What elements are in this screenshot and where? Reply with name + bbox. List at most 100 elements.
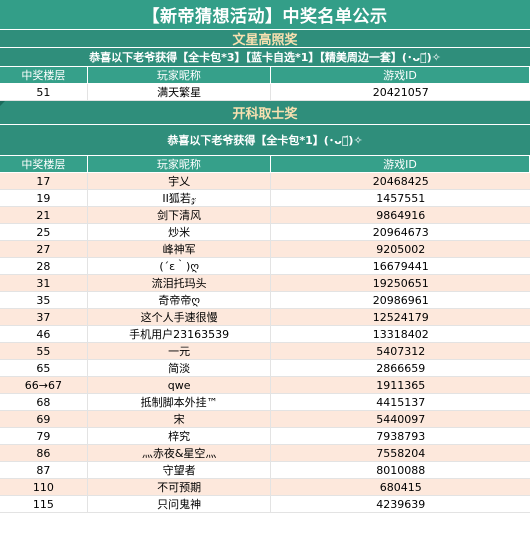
game-id-cell: 2866659 bbox=[376, 361, 426, 375]
table-row: 51 满天繁星 20421057 bbox=[0, 84, 530, 101]
game-id-cell: 9205002 bbox=[376, 242, 426, 256]
table-row: 31 流泪托玛头 19250651 bbox=[0, 275, 530, 292]
floor-cell: 17 bbox=[0, 173, 88, 189]
nickname-cell: ΙΙ狐若𝓏 bbox=[88, 190, 272, 206]
section-title-1: 文星高照奖 bbox=[0, 30, 530, 48]
table-header-1: 中奖楼层 玩家昵称 游戏ID bbox=[0, 67, 530, 84]
nickname-cell: 不可预期 bbox=[88, 479, 272, 495]
floor-cell: 65 bbox=[0, 360, 88, 376]
floor-cell: 69 bbox=[0, 411, 88, 427]
game-id-cell: 13318402 bbox=[372, 327, 429, 341]
nickname-cell: 灬赤夜&星空灬 bbox=[88, 445, 272, 461]
game-id-cell: 5407312 bbox=[376, 344, 426, 358]
column-header-game-id: 游戏ID bbox=[271, 156, 530, 172]
floor-cell: 21 bbox=[0, 207, 88, 223]
floor-cell: 110 bbox=[0, 479, 88, 495]
table-row: 28 (´ε｀)ღ 16679441 bbox=[0, 258, 530, 275]
table-row: 66→67 qwe 1911365 bbox=[0, 377, 530, 394]
game-id-cell: 1911365 bbox=[376, 378, 426, 392]
table-row: 17 宇乂 20468425 bbox=[0, 173, 530, 190]
table-row: 46 手机用户23163539 13318402 bbox=[0, 326, 530, 343]
nickname-cell: 流泪托玛头 bbox=[88, 275, 272, 291]
table-row: 25 炒米 20964673 bbox=[0, 224, 530, 241]
section-title-2: 开科取士奖 bbox=[0, 101, 530, 125]
nickname-cell: 宇乂 bbox=[88, 173, 272, 189]
game-id-cell: 9864916 bbox=[376, 208, 426, 222]
table-row: 110 不可预期 680415 bbox=[0, 479, 530, 496]
game-id-cell: 16679441 bbox=[372, 259, 429, 273]
floor-cell: 55 bbox=[0, 343, 88, 359]
game-id-cell: 8010088 bbox=[376, 463, 426, 477]
nickname-cell: 一元 bbox=[88, 343, 272, 359]
floor-cell: 19 bbox=[0, 190, 88, 206]
nickname-cell: 奇帝帝ღ bbox=[88, 292, 272, 308]
floor-cell: 37 bbox=[0, 309, 88, 325]
floor-cell: 35 bbox=[0, 292, 88, 308]
floor-cell: 51 bbox=[0, 84, 88, 100]
game-id-cell: 20421057 bbox=[372, 85, 429, 99]
table-row: 55 一元 5407312 bbox=[0, 343, 530, 360]
floor-cell: 25 bbox=[0, 224, 88, 240]
table-row: 19 ΙΙ狐若𝓏 1457551 bbox=[0, 190, 530, 207]
floor-cell: 115 bbox=[0, 496, 88, 512]
game-id-cell: 20986961 bbox=[372, 293, 429, 307]
section-notice-1: 恭喜以下老爷获得【全卡包*3】【蓝卡自选*1】【精美周边一套】(･ᴗ･᷄)✧ bbox=[0, 48, 530, 67]
game-id-cell: 1457551 bbox=[376, 191, 426, 205]
game-id-cell: 20964673 bbox=[372, 225, 429, 239]
column-header-game-id: 游戏ID bbox=[271, 67, 530, 83]
table-row: 27 峰神军 9205002 bbox=[0, 241, 530, 258]
game-id-cell: 19250651 bbox=[372, 276, 429, 290]
nickname-cell: 宋 bbox=[88, 411, 272, 427]
table-row: 86 灬赤夜&星空灬 7558204 bbox=[0, 445, 530, 462]
game-id-cell: 12524179 bbox=[372, 310, 429, 324]
award-section-2: 开科取士奖 恭喜以下老爷获得【全卡包*1】(･ᴗ･᷄)✧ 中奖楼层 玩家昵称 游… bbox=[0, 101, 530, 513]
floor-cell: 31 bbox=[0, 275, 88, 291]
table-row: 65 简淡 2866659 bbox=[0, 360, 530, 377]
floor-cell: 27 bbox=[0, 241, 88, 257]
game-id-cell: 680415 bbox=[379, 480, 422, 494]
section-notice-2: 恭喜以下老爷获得【全卡包*1】(･ᴗ･᷄)✧ bbox=[0, 125, 530, 156]
game-id-cell: 7938793 bbox=[376, 429, 426, 443]
table-row: 79 梓究 7938793 bbox=[0, 428, 530, 445]
table-row: 21 剑下清风 9864916 bbox=[0, 207, 530, 224]
award-sheet: 【新帝猜想活动】中奖名单公示 文星高照奖 恭喜以下老爷获得【全卡包*3】【蓝卡自… bbox=[0, 0, 530, 513]
game-id-cell: 20468425 bbox=[372, 174, 429, 188]
game-id-cell: 5440097 bbox=[376, 412, 426, 426]
nickname-cell: 这个人手速很慢 bbox=[88, 309, 272, 325]
award-section-1: 文星高照奖 恭喜以下老爷获得【全卡包*3】【蓝卡自选*1】【精美周边一套】(･ᴗ… bbox=[0, 30, 530, 101]
triangle-marker-icon bbox=[0, 101, 5, 106]
nickname-cell: 简淡 bbox=[88, 360, 272, 376]
table-row: 35 奇帝帝ღ 20986961 bbox=[0, 292, 530, 309]
nickname-cell: 剑下清风 bbox=[88, 207, 272, 223]
nickname-cell: 梓究 bbox=[88, 428, 272, 444]
nickname-cell: qwe bbox=[88, 377, 272, 393]
column-header-nickname: 玩家昵称 bbox=[88, 67, 271, 83]
nickname-cell: (´ε｀)ღ bbox=[88, 258, 272, 274]
floor-cell: 66→67 bbox=[0, 377, 88, 393]
nickname-cell: 峰神军 bbox=[88, 241, 272, 257]
nickname-cell: 抵制脚本外挂™ bbox=[88, 394, 272, 410]
table-row: 37 这个人手速很慢 12524179 bbox=[0, 309, 530, 326]
floor-cell: 87 bbox=[0, 462, 88, 478]
nickname-cell: 守望者 bbox=[88, 462, 272, 478]
game-id-cell: 4415137 bbox=[376, 395, 426, 409]
game-id-cell: 7558204 bbox=[376, 446, 426, 460]
table-row: 69 宋 5440097 bbox=[0, 411, 530, 428]
nickname-cell: 炒米 bbox=[88, 224, 272, 240]
table-row: 68 抵制脚本外挂™ 4415137 bbox=[0, 394, 530, 411]
column-header-floor: 中奖楼层 bbox=[0, 156, 88, 172]
floor-cell: 46 bbox=[0, 326, 88, 342]
floor-cell: 86 bbox=[0, 445, 88, 461]
game-id-cell: 4239639 bbox=[376, 497, 426, 511]
table-row: 87 守望者 8010088 bbox=[0, 462, 530, 479]
table-header-2: 中奖楼层 玩家昵称 游戏ID bbox=[0, 156, 530, 173]
page-title: 【新帝猜想活动】中奖名单公示 bbox=[0, 0, 530, 30]
nickname-cell: 只问鬼神 bbox=[88, 496, 272, 512]
floor-cell: 28 bbox=[0, 258, 88, 274]
nickname-cell: 满天繁星 bbox=[88, 84, 272, 100]
floor-cell: 68 bbox=[0, 394, 88, 410]
winner-list: 17 宇乂 20468425 19 ΙΙ狐若𝓏 1457551 21 剑下清风 9864916 2… bbox=[0, 173, 530, 513]
table-row: 115 只问鬼神 4239639 bbox=[0, 496, 530, 513]
floor-cell: 79 bbox=[0, 428, 88, 444]
nickname-cell: 手机用户23163539 bbox=[88, 326, 272, 342]
